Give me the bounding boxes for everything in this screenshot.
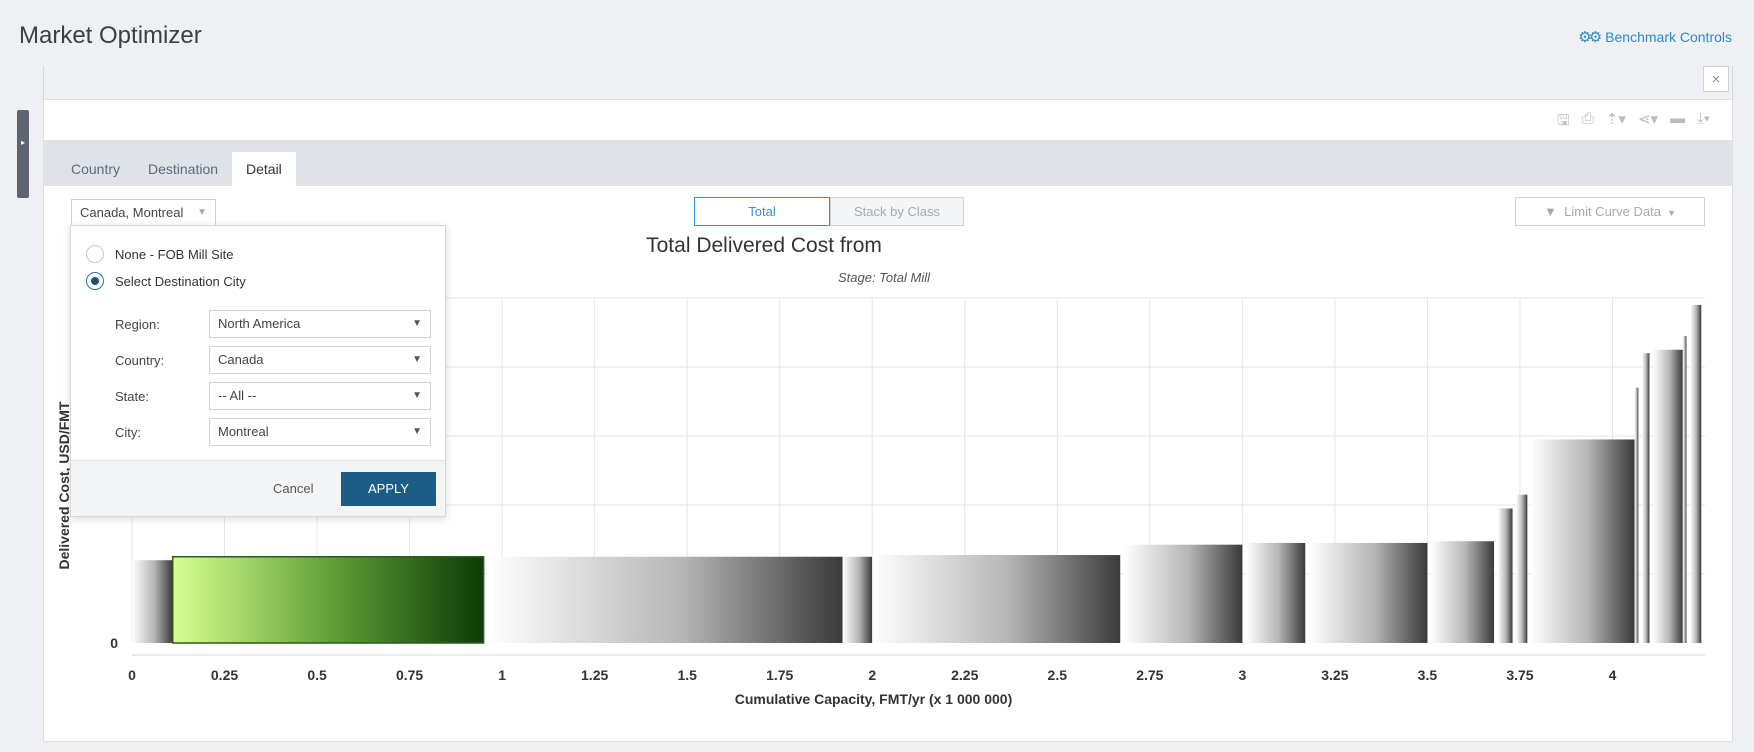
cost-bar <box>1123 544 1243 643</box>
benchmark-controls-link[interactable]: ⚙⚙ Benchmark Controls <box>1578 28 1732 46</box>
x-tick-label: 2.25 <box>951 667 978 683</box>
cost-bar <box>487 556 843 643</box>
x-tick-label: 1 <box>498 667 506 683</box>
radio-option-fob[interactable]: None - FOB Mill Site <box>86 245 233 263</box>
destination-popup: None - FOB Mill Site Select Destination … <box>70 225 446 517</box>
gears-icon: ⚙⚙ <box>1578 29 1602 46</box>
x-tick-label: 4 <box>1609 667 1617 683</box>
pin-icon[interactable]: ⇡▾ <box>1605 111 1626 128</box>
cost-bar <box>1531 439 1635 643</box>
country-row: Country: Canada ▼ <box>115 346 431 374</box>
apply-button[interactable]: APPLY <box>341 472 436 506</box>
filter-icon: ▼ <box>1544 204 1557 219</box>
print-icon[interactable]: ⎙ <box>1581 110 1594 127</box>
state-select[interactable]: -- All -- ▼ <box>209 382 431 410</box>
tab-detail[interactable]: Detail <box>232 152 296 186</box>
cost-bar <box>1308 542 1428 643</box>
region-label: Region: <box>115 316 160 332</box>
x-tick-label: 2 <box>868 667 876 683</box>
destination-select[interactable]: Canada, Montreal ▼ <box>71 199 216 227</box>
cost-bar <box>1642 353 1650 643</box>
cost-bar <box>1682 335 1687 643</box>
stack-by-class-button[interactable]: Stack by Class <box>830 197 964 226</box>
x-axis-label: Cumulative Capacity, FMT/yr (x 1 000 000… <box>735 691 1013 707</box>
x-tick-label: 3.25 <box>1321 667 1348 683</box>
city-row: City: Montreal ▼ <box>115 418 431 446</box>
cost-bar <box>132 560 173 643</box>
highlighted-bar <box>171 556 485 644</box>
chart-area: 0 0.25 0.5 0.75 1 1.25 1.5 1.75 2 2.25 2.5 2.75 3 3.2… <box>56 297 1705 707</box>
tab-destination[interactable]: Destination <box>148 161 219 177</box>
cost-bar <box>1246 542 1306 643</box>
cost-bar <box>1431 541 1495 643</box>
city-select[interactable]: Montreal ▼ <box>209 418 431 446</box>
x-tick-label: 0.75 <box>396 667 423 683</box>
radio-destination-city[interactable] <box>86 272 104 290</box>
x-tick-label: 2.75 <box>1136 667 1163 683</box>
download-icon[interactable]: ⤓▾ <box>1697 110 1710 127</box>
chevron-down-icon: ▼ <box>412 426 422 437</box>
popup-footer: Cancel APPLY <box>71 460 445 516</box>
x-tick-label: 0.5 <box>307 667 327 683</box>
cost-bar <box>1653 349 1683 643</box>
cost-bar <box>1634 387 1639 643</box>
benchmark-controls-label: Benchmark Controls <box>1605 29 1732 45</box>
x-tick-label: 1.75 <box>766 667 793 683</box>
cost-bar <box>872 555 1121 643</box>
expand-arrow-icon: ▸ <box>20 137 25 147</box>
x-tick-label: 1.25 <box>581 667 608 683</box>
radio-fob[interactable] <box>86 245 104 263</box>
page-title: Market Optimizer <box>19 22 202 49</box>
state-value: -- All -- <box>218 388 257 403</box>
cost-bar <box>842 556 873 643</box>
state-row: State: -- All -- ▼ <box>115 382 431 410</box>
close-button[interactable]: × <box>1703 66 1729 92</box>
country-label: Country: <box>115 352 165 368</box>
x-tick-label: 3.5 <box>1418 667 1438 683</box>
radio-destination-city-label: Select Destination City <box>115 273 246 289</box>
radio-option-destination-city[interactable]: Select Destination City <box>86 272 246 290</box>
country-select[interactable]: Canada ▼ <box>209 346 431 374</box>
x-tick-label: 2.5 <box>1048 667 1068 683</box>
y-axis-label: Delivered Cost, USD/FMT <box>56 401 72 569</box>
save-icon[interactable]: 🖫 <box>1557 112 1570 129</box>
limit-curve-data-label: Limit Curve Data <box>1564 204 1661 219</box>
destination-select-value: Canada, Montreal <box>80 205 184 220</box>
x-tick-label: 0 <box>128 667 136 683</box>
country-value: Canada <box>218 352 264 367</box>
folder-icon[interactable]: ▬ <box>1670 110 1686 127</box>
region-select[interactable]: North America ▼ <box>209 310 431 338</box>
cost-bar <box>1497 508 1513 643</box>
city-label: City: <box>115 424 141 440</box>
chart-subtitle: Stage: Total Mill <box>837 270 930 285</box>
x-tick-label: 0.25 <box>211 667 238 683</box>
side-panel-toggle[interactable]: ▸ <box>17 110 29 198</box>
chevron-down-icon: ▼ <box>1664 208 1676 218</box>
cost-bar <box>1516 494 1528 643</box>
city-value: Montreal <box>218 424 269 439</box>
tab-bar: Country Destination Detail <box>44 140 1732 186</box>
x-tick-label: 1.5 <box>677 667 697 683</box>
cost-bar <box>1690 304 1702 643</box>
radio-fob-label: None - FOB Mill Site <box>115 246 234 262</box>
chevron-down-icon: ▼ <box>412 354 422 365</box>
chart-title: Total Delivered Cost from <box>646 234 882 257</box>
chevron-down-icon: ▼ <box>197 207 207 218</box>
state-label: State: <box>115 388 149 404</box>
y-tick-label: 0 <box>110 635 118 651</box>
region-row: Region: North America ▼ <box>115 310 431 338</box>
chevron-down-icon: ▼ <box>412 390 422 401</box>
tab-country[interactable]: Country <box>71 161 121 177</box>
region-value: North America <box>218 316 301 331</box>
x-tick-label: 3 <box>1238 667 1246 683</box>
chevron-down-icon: ▼ <box>412 318 422 329</box>
share-icon[interactable]: ⋖▾ <box>1637 111 1659 128</box>
total-toggle-button[interactable]: Total <box>694 197 830 226</box>
x-tick-label: 3.75 <box>1506 667 1533 683</box>
cancel-button[interactable]: Cancel <box>273 481 314 496</box>
chart-toolbar: 🖫 ⎙ ⇡▾ ⋖▾ ▬ ⤓▾ <box>1557 110 1710 135</box>
limit-curve-data-button[interactable]: ▼ Limit Curve Data ▼ <box>1515 197 1705 226</box>
